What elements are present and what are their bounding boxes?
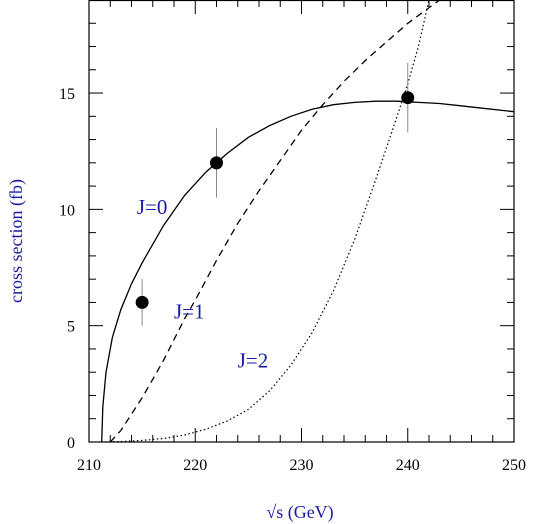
- x-tick-label: 210: [77, 457, 101, 474]
- curve-j-2: [104, 0, 430, 443]
- x-tick-label: 240: [396, 457, 420, 474]
- y-axis-title: cross section (fb): [6, 179, 27, 303]
- y-tick-label: 10: [59, 202, 75, 219]
- curve-label-j-0: J=0: [137, 195, 168, 219]
- x-tick-label: 230: [290, 457, 314, 474]
- curve-j-1: [109, 0, 440, 443]
- y-tick-label: 15: [59, 86, 75, 103]
- measurement-points: [135, 62, 415, 326]
- x-tick-label: 220: [183, 457, 207, 474]
- curve-j-0: [101, 100, 515, 443]
- tick-labels: 210 220 230 240 250 0 5 10 15: [59, 86, 526, 474]
- plot-frame: [88, 0, 515, 443]
- y-tick-label: 5: [67, 319, 75, 336]
- plot-border: [88, 0, 515, 443]
- curve-label-j-1: J=1: [174, 300, 205, 324]
- y-tick-label: 0: [67, 435, 75, 452]
- x-tick-label: 250: [502, 457, 526, 474]
- data-marker: [210, 156, 223, 170]
- axis-ticks: [88, 0, 515, 443]
- data-marker: [401, 91, 415, 105]
- theory-curves: [101, 0, 515, 443]
- x-axis-title: √s (GeV): [266, 502, 333, 523]
- data-marker: [135, 295, 149, 309]
- curve-annotations: J=0 J=1 J=2: [137, 195, 268, 373]
- curve-label-j-2: J=2: [238, 349, 269, 373]
